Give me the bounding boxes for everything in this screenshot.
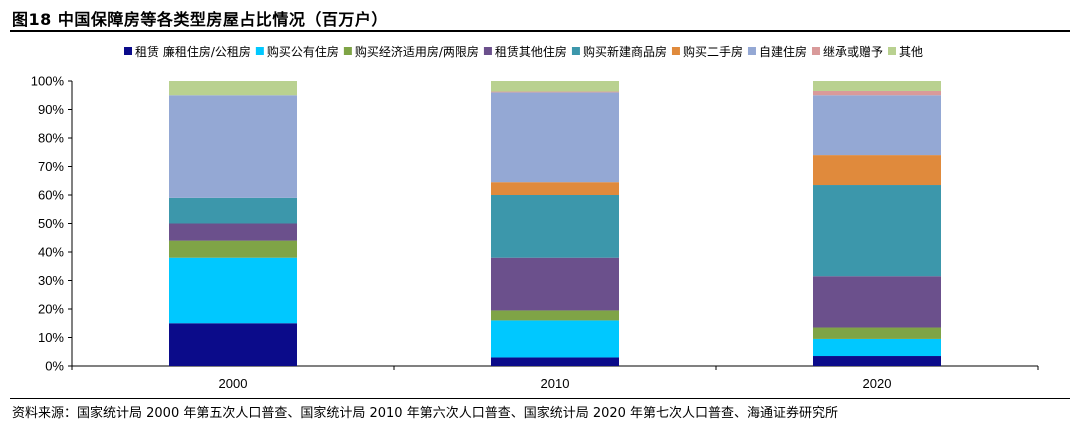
legend-item: 继承或赠予 — [811, 45, 883, 59]
y-tick-label: 40% — [38, 245, 64, 260]
legend-item: 自建住房 — [747, 44, 807, 59]
legend-item: 购买经济适用房/两限房 — [343, 44, 479, 59]
legend-swatch — [571, 47, 580, 55]
legend-label: 租赁 廉租住房/公租房 — [135, 44, 251, 59]
legend-item: 租赁 廉租住房/公租房 — [124, 44, 251, 59]
x-tick-label: 2010 — [541, 376, 570, 391]
legend-label: 租赁其他住房 — [495, 44, 567, 59]
bar-stack-2020 — [813, 81, 941, 366]
chart-title: 图18 中国保障房等各类型房屋占比情况（百万户） — [12, 10, 388, 29]
legend-label: 其他 — [899, 45, 923, 59]
legend-swatch — [255, 47, 264, 55]
x-axis: 2000 2010 2020 — [71, 365, 1039, 391]
legend-swatch — [888, 47, 896, 55]
bar-stack-2000 — [169, 81, 297, 366]
chart-legend: 租赁 廉租住房/公租房 购买公有住房 购买经济适用房/两限房 租赁其他住房 购买新建商品… — [124, 44, 923, 59]
legend-swatch — [343, 47, 352, 55]
bar-segment — [813, 327, 941, 339]
y-tick-label: 30% — [38, 273, 64, 288]
bar-segment — [813, 356, 941, 366]
legend-item: 购买新建商品房 — [571, 44, 667, 59]
bars — [169, 81, 941, 366]
bar-segment — [491, 320, 619, 358]
legend-label: 购买经济适用房/两限房 — [355, 44, 479, 59]
legend-swatch — [811, 47, 820, 55]
bar-segment — [491, 310, 619, 321]
legend-item: 其他 — [888, 45, 923, 59]
legend-label: 购买二手房 — [683, 44, 743, 59]
y-tick-label: 100% — [31, 74, 65, 89]
bar-segment — [813, 338, 941, 357]
x-tick-label: 2020 — [863, 376, 892, 391]
bar-stack-2010 — [491, 81, 619, 366]
legend-label: 购买新建商品房 — [583, 44, 667, 59]
y-axis: 0% 10% 20% 30% 40% 50% 60% 70% 80% 90% 100% — [31, 74, 73, 374]
legend-label: 自建住房 — [759, 44, 807, 59]
bar-segment — [169, 95, 297, 198]
legend-label: 继承或赠予 — [823, 45, 883, 59]
title-divider — [10, 30, 1070, 32]
y-tick-label: 50% — [38, 216, 64, 231]
y-tick-label: 10% — [38, 330, 64, 345]
bar-segment — [813, 95, 941, 156]
bar-segment — [169, 240, 297, 258]
y-tick-label: 70% — [38, 159, 64, 174]
bar-segment — [491, 182, 619, 195]
bar-segment — [813, 90, 941, 96]
legend-swatch — [671, 47, 680, 55]
bar-segment — [813, 81, 941, 91]
bar-segment — [169, 197, 297, 224]
y-tick-label: 60% — [38, 188, 64, 203]
legend-item: 购买二手房 — [671, 44, 743, 59]
bar-segment — [491, 81, 619, 92]
bar-segment — [491, 92, 619, 183]
bar-segment — [491, 357, 619, 366]
bar-segment — [813, 276, 941, 328]
bar-segment — [169, 323, 297, 366]
y-tick-label: 0% — [45, 359, 64, 374]
source-divider — [10, 398, 1070, 399]
bar-segment — [813, 155, 941, 186]
bar-segment — [491, 91, 619, 93]
legend-item: 租赁其他住房 — [483, 44, 567, 59]
y-tick-label: 80% — [38, 131, 64, 146]
legend-swatch — [747, 47, 756, 55]
legend-swatch — [483, 47, 492, 55]
y-tick-label: 90% — [38, 102, 64, 117]
bar-segment — [491, 257, 619, 311]
bar-segment — [169, 81, 297, 96]
legend-swatch — [124, 47, 132, 55]
source-note: 资料来源：国家统计局 2000 年第五次人口普查、国家统计局 2010 年第六次… — [12, 406, 839, 421]
bar-segment — [813, 185, 941, 277]
stacked-bar-chart: 租赁 廉租住房/公租房 购买公有住房 购买经济适用房/两限房 租赁其他住房 购买新建商品… — [31, 44, 1039, 391]
legend-label: 购买公有住房 — [267, 44, 339, 59]
bar-segment — [169, 257, 297, 324]
bar-segment — [491, 195, 619, 258]
bar-segment — [169, 223, 297, 241]
x-tick-label: 2000 — [219, 376, 248, 391]
y-tick-label: 20% — [38, 302, 64, 317]
legend-item: 购买公有住房 — [255, 44, 339, 59]
